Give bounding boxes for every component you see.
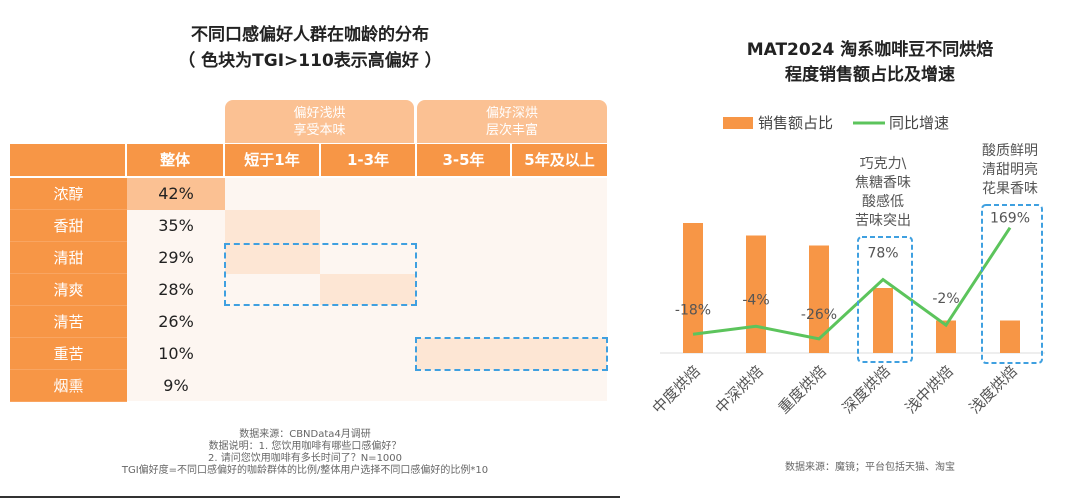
- divider: [0, 496, 620, 498]
- table-header-row: 整体 短于1年 1-3年 3-5年 5年及以上: [10, 144, 607, 176]
- annotation-line: 巧克力\: [860, 156, 907, 172]
- group-line: 偏好浅烘: [293, 106, 346, 121]
- chart-title-line2: 程度销售额占比及增速: [785, 65, 955, 85]
- note-line: 数据说明：1. 您饮用咖啡有哪些口感偏好？: [208, 441, 402, 452]
- row-label: 重苦: [10, 338, 127, 370]
- column-header: 5年及以上: [512, 144, 607, 176]
- highlight-box-light: [224, 243, 417, 306]
- growth-label: 169%: [990, 211, 1030, 227]
- highlight-cell: [225, 210, 320, 274]
- column-header: 短于1年: [225, 144, 321, 176]
- column-header: 1-3年: [321, 144, 417, 176]
- row-label: 清爽: [10, 274, 127, 306]
- note-source: 数据来源：CBNData4月调研: [239, 429, 371, 440]
- bar: [873, 288, 893, 353]
- highlight-box-dark: [415, 337, 608, 371]
- legend-bar-label: 销售额占比: [758, 114, 833, 132]
- x-tick-label: 重度烘焙: [775, 362, 830, 417]
- highlight-cell: [127, 178, 225, 210]
- legend-line-label: 同比增速: [889, 114, 949, 132]
- x-tick-label: 中深烘焙: [712, 362, 767, 417]
- bar: [746, 235, 766, 353]
- growth-label: -2%: [932, 291, 959, 307]
- growth-label: -18%: [675, 302, 711, 318]
- annotation-line: 焦糖香味: [855, 175, 911, 191]
- row-label: 香甜: [10, 210, 127, 242]
- row-overall-value: 26%: [158, 312, 194, 331]
- growth-label: -4%: [742, 292, 769, 308]
- column-header: 整体: [127, 144, 225, 176]
- legend-bar-swatch: [723, 117, 753, 129]
- group-header-light: 偏好浅烘 享受本味: [225, 100, 414, 143]
- row-overall-value: 9%: [163, 376, 189, 395]
- highlight-cell: [416, 338, 607, 370]
- bar: [936, 320, 956, 353]
- group-header-dark: 偏好深烘 层次丰富: [417, 100, 607, 143]
- annotation-line: 苦味突出: [855, 213, 911, 229]
- note-line: TGI偏好度=不同口感偏好的咖龄群体的比例/整体用户选择不同口感偏好的比例*10: [121, 465, 489, 476]
- row-overall-value: 35%: [158, 216, 194, 235]
- growth-line: [692, 226, 1012, 341]
- growth-label: -26%: [801, 307, 837, 323]
- row-overall-value: 10%: [158, 344, 194, 363]
- x-tick-label: 深度烘焙: [839, 362, 894, 417]
- x-tick-label: 浅度烘焙: [966, 362, 1021, 417]
- left-title-line1: 不同口感偏好人群在咖龄的分布: [191, 25, 429, 45]
- growth-label: 78%: [867, 246, 898, 262]
- column-header: 3-5年: [417, 144, 512, 176]
- note-line: 2. 请问您饮用咖啡有多长时间了？N=1000: [207, 453, 403, 464]
- row-overall-value: 28%: [158, 280, 194, 299]
- row-overall-value: 29%: [158, 248, 194, 267]
- left-notes: 数据来源：CBNData4月调研 数据说明：1. 您饮用咖啡有哪些口感偏好？ 2…: [10, 429, 600, 477]
- group-line: 偏好深烘: [485, 106, 538, 121]
- highlight-cell: [320, 274, 416, 305]
- highlight-box-light: [981, 204, 1043, 364]
- chart-title-line1: MAT2024 淘系咖啡豆不同烘焙: [746, 40, 994, 60]
- group-line: 享受本味: [293, 123, 346, 138]
- bar: [1000, 320, 1020, 353]
- chart-source: 数据来源：魔镜；平台包括天猫、淘宝: [785, 460, 955, 473]
- column-header: [10, 144, 127, 176]
- row-overall-value: 42%: [158, 184, 194, 203]
- row-label: 清苦: [10, 306, 127, 338]
- bar: [683, 223, 703, 353]
- left-title-line2: （ 色块为TGI>110表示高偏好 ）: [178, 51, 442, 71]
- bar: [809, 245, 829, 353]
- group-line: 层次丰富: [485, 123, 538, 138]
- x-tick-label: 浅中烘焙: [902, 362, 957, 417]
- row-label: 烟熏: [10, 370, 127, 402]
- annotation-line: 酸感低: [862, 193, 904, 210]
- annotation-line: 酸质鲜明: [982, 143, 1038, 159]
- row-label: 清甜: [10, 242, 127, 274]
- row-label: 浓醇: [10, 178, 127, 210]
- x-tick-label: 中度烘焙: [649, 362, 704, 417]
- annotation-line: 清甜明亮: [982, 161, 1038, 178]
- annotation-line: 花果香味: [982, 181, 1038, 197]
